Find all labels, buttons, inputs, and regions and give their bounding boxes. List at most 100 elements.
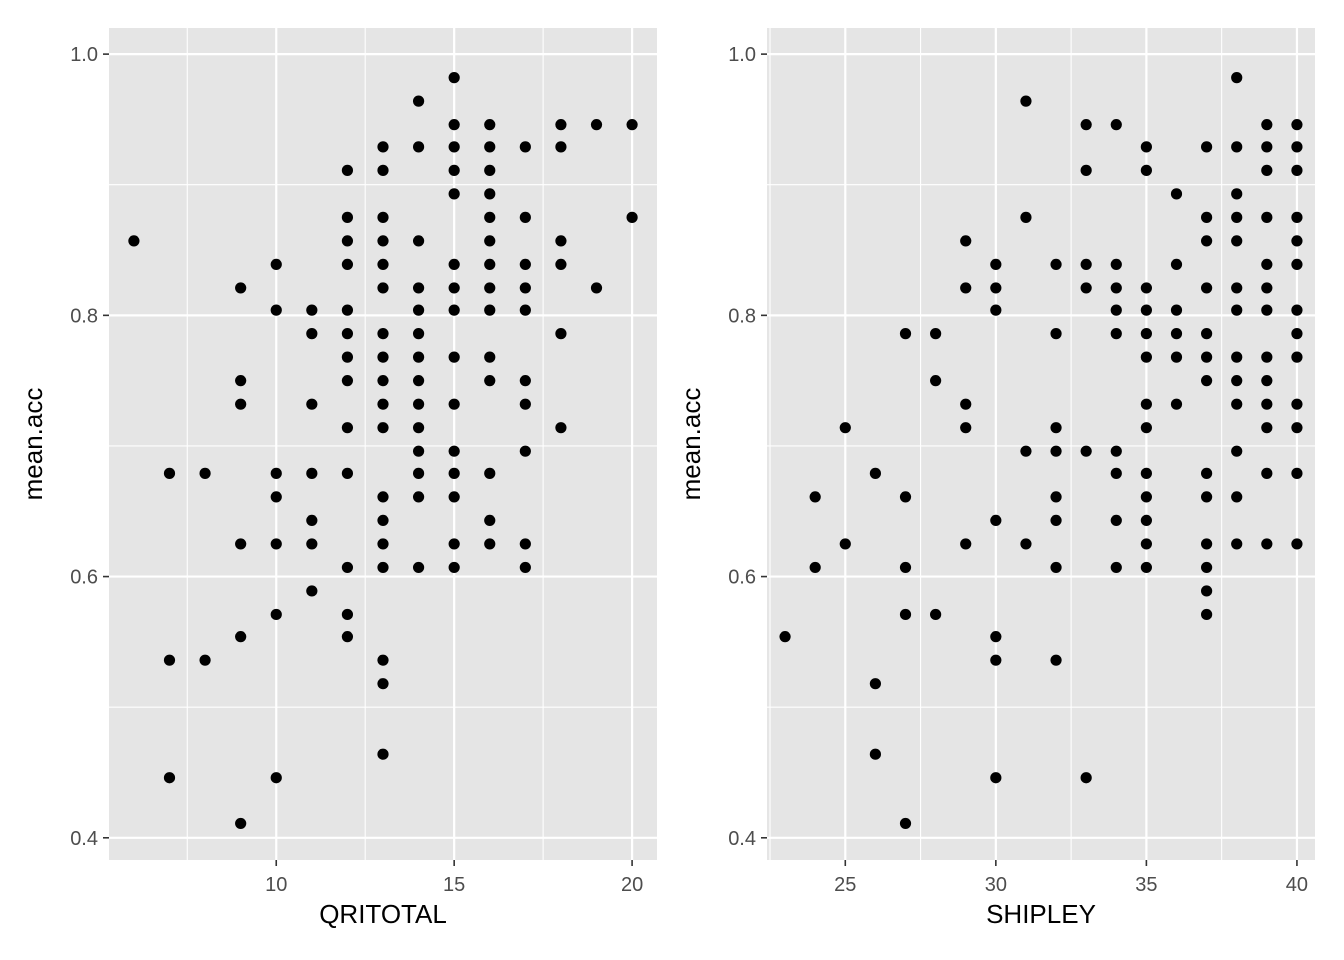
- data-point: [1140, 328, 1152, 340]
- data-point: [626, 211, 638, 223]
- data-point: [1261, 375, 1273, 387]
- data-point: [448, 258, 460, 271]
- data-point: [448, 282, 460, 294]
- data-point: [555, 141, 567, 153]
- y-tick-label: 0.4: [70, 828, 98, 850]
- y-tick-label: 0.6: [728, 567, 756, 589]
- data-point: [448, 398, 460, 410]
- panel-qritotal: 10 15 20 0.4 0.6 0.8 1.0 QRITOTAL mean.acc: [18, 28, 657, 929]
- x-tick-label: 30: [985, 874, 1007, 896]
- data-point: [1261, 467, 1273, 479]
- y-axis-title: mean.acc: [676, 388, 706, 501]
- data-point: [1020, 211, 1032, 223]
- data-point: [1140, 164, 1152, 176]
- data-point: [341, 304, 354, 316]
- data-point: [377, 398, 389, 410]
- data-point: [519, 258, 531, 271]
- data-point: [519, 282, 531, 294]
- data-point: [341, 328, 354, 340]
- data-point: [990, 772, 1002, 784]
- data-point: [1231, 491, 1243, 503]
- data-point: [1020, 445, 1032, 457]
- data-point: [377, 211, 389, 223]
- x-tick-label: 25: [834, 874, 856, 896]
- data-point: [448, 351, 460, 363]
- data-point: [412, 398, 425, 410]
- data-point: [128, 235, 140, 247]
- data-point: [163, 654, 176, 666]
- data-point: [448, 491, 460, 503]
- data-point: [484, 538, 496, 550]
- data-point: [1201, 211, 1213, 223]
- data-point: [484, 514, 496, 527]
- data-point: [412, 235, 425, 247]
- x-tick-label: 20: [621, 874, 643, 896]
- data-point: [779, 631, 791, 643]
- data-point: [341, 258, 354, 271]
- data-point: [199, 467, 211, 479]
- data-point: [1291, 351, 1303, 363]
- x-axis-title: QRITOTAL: [319, 899, 447, 929]
- data-point: [412, 467, 425, 479]
- data-point: [306, 304, 318, 316]
- data-point: [990, 258, 1002, 271]
- data-point: [1050, 491, 1062, 503]
- data-point: [1201, 141, 1213, 153]
- data-point: [341, 211, 354, 223]
- data-point: [377, 328, 389, 340]
- data-point: [1201, 235, 1213, 247]
- data-point: [377, 235, 389, 247]
- data-point: [990, 631, 1002, 643]
- data-point: [1080, 772, 1092, 784]
- data-point: [235, 631, 247, 643]
- data-point: [270, 467, 282, 479]
- data-point: [1231, 141, 1243, 153]
- data-point: [377, 164, 389, 176]
- data-point: [341, 164, 354, 176]
- data-point: [626, 119, 638, 131]
- data-point: [1110, 514, 1122, 527]
- data-point: [270, 608, 282, 621]
- data-point: [235, 538, 247, 550]
- data-point: [1110, 119, 1122, 131]
- data-point: [484, 375, 496, 387]
- data-point: [341, 608, 354, 621]
- data-point: [306, 328, 318, 340]
- y-tick-label: 0.6: [70, 567, 98, 589]
- data-point: [377, 514, 389, 527]
- data-point: [1201, 561, 1213, 574]
- data-point: [1291, 235, 1303, 247]
- data-point: [839, 538, 851, 550]
- y-tick-label: 0.8: [728, 305, 756, 327]
- data-point: [1231, 375, 1243, 387]
- data-point: [1231, 188, 1243, 200]
- data-point: [1080, 258, 1092, 271]
- data-point: [555, 328, 567, 340]
- data-point: [199, 654, 211, 666]
- data-point: [1291, 422, 1303, 434]
- data-point: [519, 375, 531, 387]
- data-point: [484, 304, 496, 316]
- data-point: [1110, 328, 1122, 340]
- data-point: [1291, 119, 1303, 131]
- data-point: [1170, 258, 1183, 271]
- data-point: [270, 258, 282, 271]
- data-point: [899, 491, 912, 503]
- data-point: [235, 375, 247, 387]
- data-point: [1140, 514, 1152, 527]
- data-point: [1261, 304, 1273, 316]
- data-point: [990, 304, 1002, 316]
- data-point: [484, 351, 496, 363]
- data-point: [1050, 328, 1062, 340]
- data-point: [990, 282, 1002, 294]
- data-point: [341, 467, 354, 479]
- data-point: [341, 235, 354, 247]
- data-point: [1110, 304, 1122, 316]
- data-point: [519, 445, 531, 457]
- data-point: [412, 351, 425, 363]
- data-point: [1050, 514, 1062, 527]
- data-point: [809, 491, 821, 503]
- data-point: [1140, 398, 1152, 410]
- data-point: [484, 235, 496, 247]
- data-point: [519, 304, 531, 316]
